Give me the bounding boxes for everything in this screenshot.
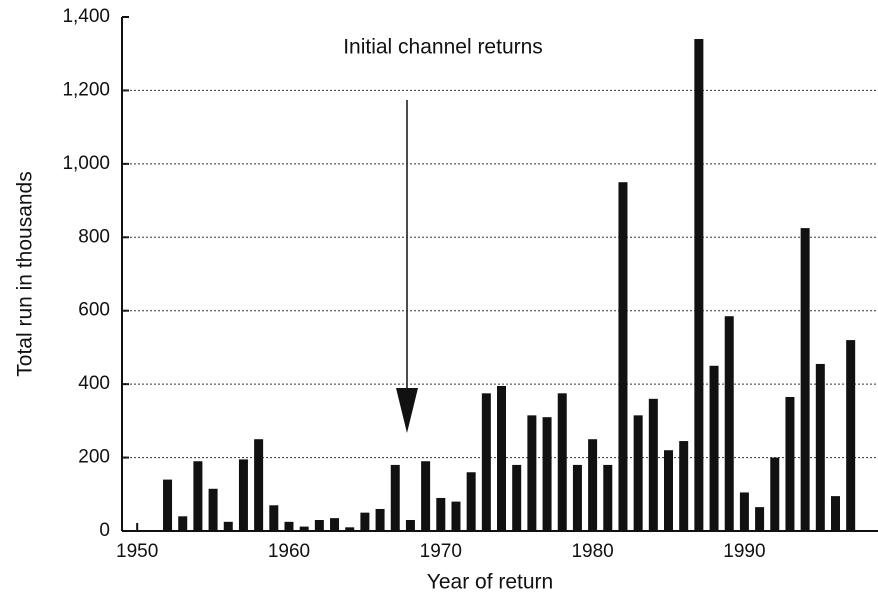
- bar: [208, 488, 218, 531]
- y-tick-label: 1,000: [62, 153, 110, 174]
- bar: [269, 505, 279, 531]
- bar: [770, 457, 780, 531]
- bar: [360, 512, 370, 531]
- bar: [193, 461, 203, 531]
- y-tick-label: 1,400: [62, 6, 110, 27]
- x-tick-label: 1990: [723, 541, 765, 562]
- bar: [421, 461, 431, 531]
- arrow-head: [396, 388, 418, 433]
- bar: [785, 396, 795, 531]
- bar: [254, 439, 264, 531]
- bar: [390, 464, 400, 531]
- bar: [466, 472, 476, 531]
- bar: [755, 507, 765, 531]
- y-tick-label: 1,200: [62, 79, 110, 100]
- bar: [618, 182, 628, 531]
- x-axis-label: Year of return: [427, 571, 553, 594]
- annotation: Initial channel returns: [343, 36, 543, 59]
- y-tick-label: 800: [78, 226, 110, 247]
- bar: [709, 365, 719, 531]
- x-tick-label: 1980: [571, 541, 613, 562]
- bar: [633, 415, 643, 531]
- bar: [375, 508, 385, 531]
- bar: [163, 479, 173, 531]
- bar: [527, 415, 537, 531]
- x-tick-label: 1960: [268, 541, 310, 562]
- bar: [178, 516, 188, 531]
- y-tick-label: 600: [78, 300, 110, 321]
- bar: [223, 521, 233, 531]
- bar: [830, 496, 840, 531]
- bar: [405, 519, 415, 531]
- bar: [345, 527, 355, 531]
- bar: [588, 439, 598, 531]
- x-tick-label: 1970: [420, 541, 462, 562]
- bar: [846, 340, 856, 531]
- bar: [481, 393, 491, 531]
- bar: [664, 450, 674, 531]
- bar: [330, 518, 340, 531]
- bar: [739, 492, 749, 531]
- bar: [572, 464, 582, 531]
- bar: [815, 363, 825, 531]
- bar: [284, 521, 294, 531]
- bar: [512, 464, 522, 531]
- y-tick-label: 0: [99, 520, 110, 541]
- bar: [436, 497, 446, 531]
- bar: [603, 464, 613, 531]
- bar: [542, 417, 552, 531]
- y-tick-label: 200: [78, 447, 110, 468]
- bar: [694, 39, 704, 532]
- x-tick-label: 1950: [116, 541, 158, 562]
- y-tick-label: 400: [78, 373, 110, 394]
- bar: [800, 228, 810, 531]
- bar: [451, 501, 461, 531]
- bar: [299, 526, 309, 531]
- bar: [497, 385, 507, 531]
- bar: [648, 398, 658, 531]
- bar: [557, 393, 567, 531]
- bar: [679, 441, 689, 531]
- bar: [724, 316, 734, 531]
- y-axis-label: Total run in thousands: [14, 171, 37, 376]
- bar: [238, 459, 248, 531]
- bar: [314, 519, 324, 531]
